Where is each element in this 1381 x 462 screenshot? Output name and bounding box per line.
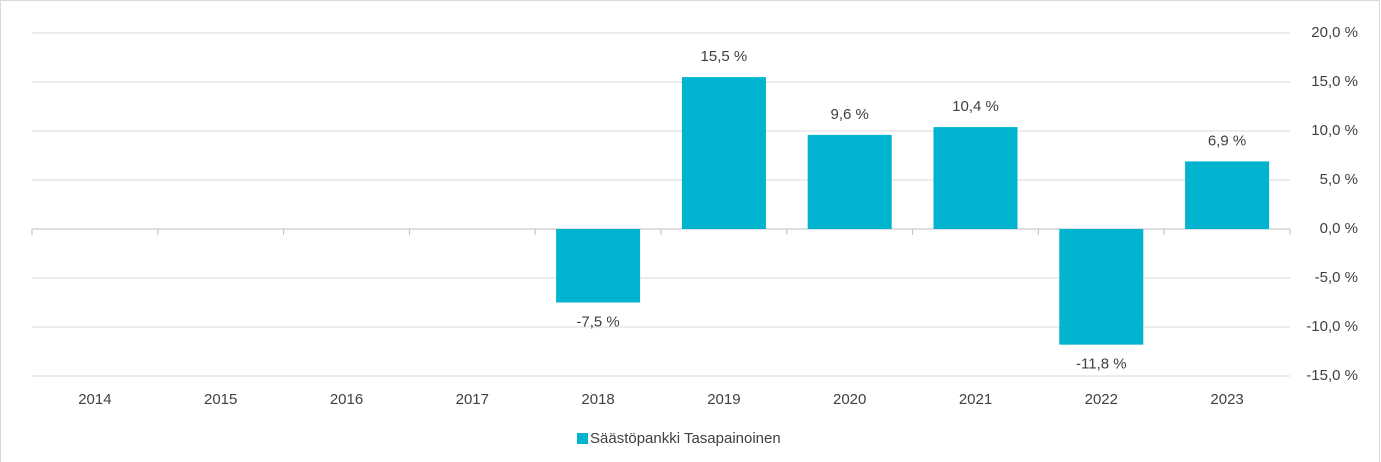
x-tick-label: 2022 — [1085, 391, 1118, 408]
data-label: 6,9 % — [1208, 132, 1246, 149]
data-label: 9,6 % — [831, 106, 869, 123]
y-tick-label: -5,0 % — [1315, 269, 1358, 286]
x-tick-label: 2018 — [581, 391, 614, 408]
y-tick-label: -10,0 % — [1306, 318, 1358, 335]
legend-swatch — [577, 433, 588, 444]
x-tick-label: 2023 — [1210, 391, 1243, 408]
bar — [1185, 161, 1270, 229]
data-label: -7,5 % — [576, 313, 619, 330]
x-tick-label: 2019 — [707, 391, 740, 408]
x-tick-label: 2021 — [959, 391, 992, 408]
y-tick-label: 5,0 % — [1320, 171, 1358, 188]
data-label: 15,5 % — [701, 48, 748, 65]
x-tick-label: 2017 — [456, 391, 489, 408]
data-label: 10,4 % — [952, 98, 999, 115]
bar — [1059, 229, 1144, 345]
y-tick-label: 20,0 % — [1311, 24, 1358, 41]
bar — [807, 134, 892, 229]
y-tick-label: 15,0 % — [1311, 73, 1358, 90]
y-tick-label: 0,0 % — [1320, 220, 1358, 237]
x-tick-label: 2016 — [330, 391, 363, 408]
data-label: -11,8 % — [1076, 356, 1127, 373]
bar — [556, 229, 641, 303]
x-tick-label: 2014 — [78, 391, 111, 408]
y-tick-label: 10,0 % — [1311, 122, 1358, 139]
bar — [681, 77, 766, 229]
x-tick-label: 2015 — [204, 391, 237, 408]
bar — [933, 127, 1018, 229]
y-tick-label: -15,0 % — [1306, 367, 1358, 384]
x-tick-label: 2020 — [833, 391, 866, 408]
legend-label: Säästöpankki Tasapainoinen — [590, 430, 781, 447]
